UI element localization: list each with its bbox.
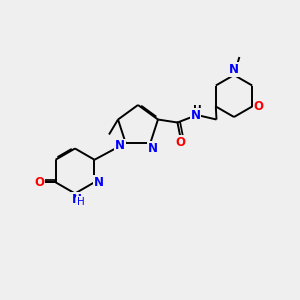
Text: O: O xyxy=(176,136,185,148)
Text: N: N xyxy=(71,193,82,206)
Text: O: O xyxy=(254,100,264,113)
Text: H: H xyxy=(193,105,201,115)
Text: N: N xyxy=(190,109,200,122)
Text: H: H xyxy=(76,197,84,207)
Text: O: O xyxy=(34,176,44,189)
Text: N: N xyxy=(148,142,158,155)
Text: N: N xyxy=(229,63,239,76)
Text: N: N xyxy=(115,140,125,152)
Text: N: N xyxy=(94,176,104,189)
